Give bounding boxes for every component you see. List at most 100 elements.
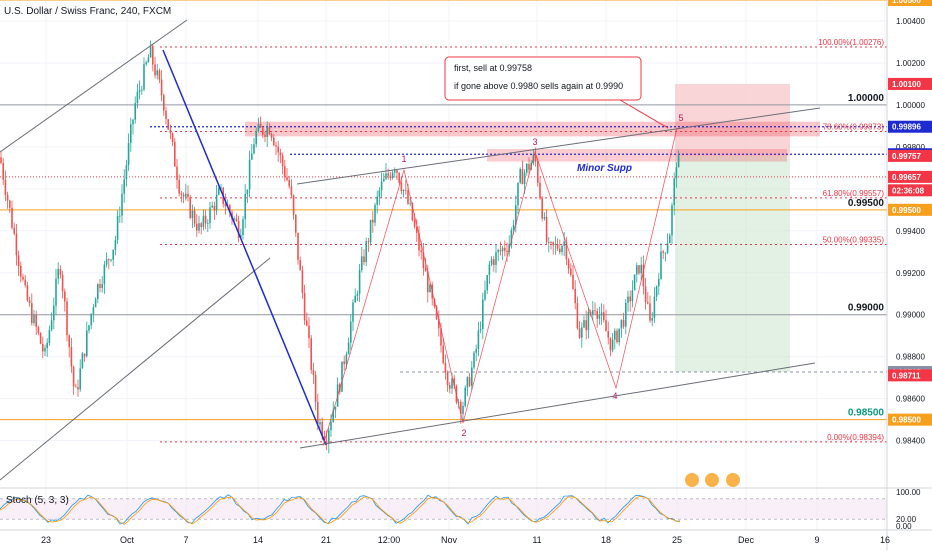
candle-body (94, 299, 97, 308)
candle-body (387, 173, 389, 176)
price-tag-text-4: 0.99757 (892, 152, 921, 161)
x-tick-label-12: 16 (880, 535, 890, 545)
candle-body (528, 163, 530, 170)
candle-body (134, 103, 136, 120)
fib-label-3: 50.00%(0.99335) (823, 235, 885, 244)
candle-body (83, 353, 86, 357)
candle-body (407, 190, 409, 204)
candle-body (354, 295, 356, 303)
candle-body (224, 203, 227, 207)
candle-body (255, 131, 257, 145)
y-tick-label-1: 1.00400 (896, 17, 925, 26)
wedge-lower-line (299, 362, 816, 449)
candle-body (11, 207, 13, 228)
chart-title: U.S. Dollar / Swiss Franc, 240, FXCM (4, 6, 171, 17)
y-tick-label-7: 0.99200 (896, 269, 925, 278)
candle-body (422, 252, 425, 269)
candle-body (273, 137, 275, 146)
candle-body (330, 421, 332, 431)
candle-body (367, 241, 370, 243)
candle-body (611, 339, 614, 351)
candle-body (622, 319, 625, 327)
stoch-d-line (0, 496, 681, 525)
stop-loss-zone (675, 83, 790, 156)
candle-body (46, 342, 48, 349)
candle-body (572, 274, 574, 289)
candle-body (156, 70, 158, 76)
candle-body (22, 276, 24, 280)
price-tag-bg-7 (888, 203, 932, 216)
candle-body (660, 251, 662, 280)
candle-body (116, 215, 119, 240)
candle-body (325, 440, 328, 444)
annotation-pointer (619, 99, 669, 129)
candle-body (592, 310, 594, 315)
candle-body (61, 274, 64, 292)
candle-body (418, 232, 420, 251)
candle-body (605, 320, 607, 332)
candle-body (167, 119, 169, 130)
fib-label-0: 100.00%(1.00276) (818, 38, 884, 47)
candle-body (196, 223, 198, 231)
y-tick-label-2: 1.00200 (896, 59, 925, 68)
candle-body (581, 327, 583, 338)
candle-body (655, 286, 658, 297)
candle-body (363, 256, 365, 263)
candle-body (123, 179, 125, 194)
candle-body (475, 348, 477, 353)
candle-body (471, 367, 473, 386)
candle-body (72, 366, 75, 387)
annotation-line1: first, sell at 0.99758 (454, 63, 532, 73)
candle-body (110, 259, 112, 261)
candle-body (220, 187, 222, 189)
candle-body (26, 285, 29, 301)
candle-body (462, 405, 464, 414)
candle-body (259, 123, 262, 128)
candle-body (499, 250, 502, 252)
candle-body (644, 286, 647, 303)
candle-body (264, 134, 266, 138)
candle-body (143, 64, 145, 90)
x-tick-label-7: 11 (532, 535, 541, 545)
candle-body (103, 264, 106, 285)
candle-body (90, 313, 92, 326)
candle-body (488, 264, 491, 276)
price-tag-text-1: 1.00100 (892, 80, 921, 89)
resistance-zone (245, 121, 820, 137)
price-tag-bg-9 (888, 369, 932, 382)
candle-body (653, 296, 656, 319)
candle-body (479, 329, 482, 331)
candle-body (310, 338, 312, 370)
candle-body (435, 306, 438, 319)
candle-body (297, 232, 299, 261)
candle-body (211, 205, 213, 208)
candle-body (677, 155, 680, 168)
annotation-line2: if gone above 0.9980 sells again at 0.99… (454, 81, 623, 91)
candle-body (427, 271, 429, 293)
candle-body (288, 180, 290, 187)
candle-body (251, 153, 253, 160)
candle-body (292, 195, 295, 215)
candle-body (666, 243, 669, 253)
price-tag-bg-6 (888, 184, 932, 197)
price-tag-bg-5 (888, 170, 932, 183)
candle-body (438, 318, 440, 329)
x-tick-label-8: 18 (601, 535, 611, 545)
x-tick-label-2: 7 (183, 535, 188, 545)
candle-body (215, 194, 218, 211)
candle-body (147, 57, 150, 63)
candle-body (50, 320, 53, 330)
candle-body (543, 216, 546, 219)
candle-body (174, 142, 176, 167)
event-icon-1 (705, 473, 719, 487)
stoch-tick-0: 100.00 (896, 488, 921, 497)
candle-body (237, 220, 240, 238)
minor-supp-zone (487, 148, 787, 162)
candle-body (640, 264, 642, 274)
wave-label-1: 1 (401, 154, 406, 164)
candle-body (202, 215, 205, 227)
candle-body (68, 335, 70, 348)
wave-label-3: 3 (532, 137, 537, 147)
candle-body (105, 259, 108, 265)
